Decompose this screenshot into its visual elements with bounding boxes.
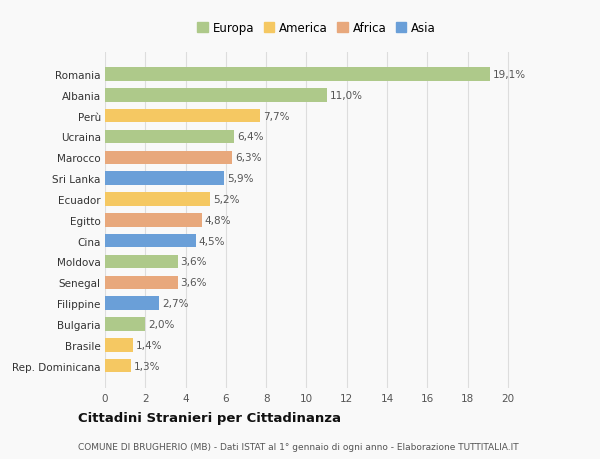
Bar [105,151,232,165]
Text: 1,4%: 1,4% [136,340,163,350]
Text: 6,3%: 6,3% [235,153,262,163]
Text: Cittadini Stranieri per Cittadinanza: Cittadini Stranieri per Cittadinanza [78,412,341,425]
Bar [105,338,133,352]
Bar [105,213,202,227]
Text: 5,2%: 5,2% [213,195,239,205]
Bar [105,235,196,248]
Bar [105,297,160,310]
Text: 3,6%: 3,6% [181,278,207,288]
Bar [105,89,326,102]
Bar [105,172,224,185]
Bar [105,130,234,144]
Text: 1,3%: 1,3% [134,361,161,371]
Bar [105,359,131,373]
Bar [105,255,178,269]
Text: 3,6%: 3,6% [181,257,207,267]
Text: 4,8%: 4,8% [205,215,231,225]
Text: 7,7%: 7,7% [263,112,290,121]
Text: 2,0%: 2,0% [148,319,175,329]
Text: 11,0%: 11,0% [329,90,362,101]
Text: 6,4%: 6,4% [237,132,263,142]
Bar [105,318,145,331]
Text: 5,9%: 5,9% [227,174,253,184]
Bar [105,193,210,206]
Legend: Europa, America, Africa, Asia: Europa, America, Africa, Asia [194,18,439,39]
Text: 19,1%: 19,1% [493,70,526,80]
Text: 4,5%: 4,5% [199,236,225,246]
Bar [105,276,178,290]
Bar [105,68,490,82]
Text: COMUNE DI BRUGHERIO (MB) - Dati ISTAT al 1° gennaio di ogni anno - Elaborazione : COMUNE DI BRUGHERIO (MB) - Dati ISTAT al… [78,442,518,451]
Bar [105,110,260,123]
Text: 2,7%: 2,7% [163,298,189,308]
